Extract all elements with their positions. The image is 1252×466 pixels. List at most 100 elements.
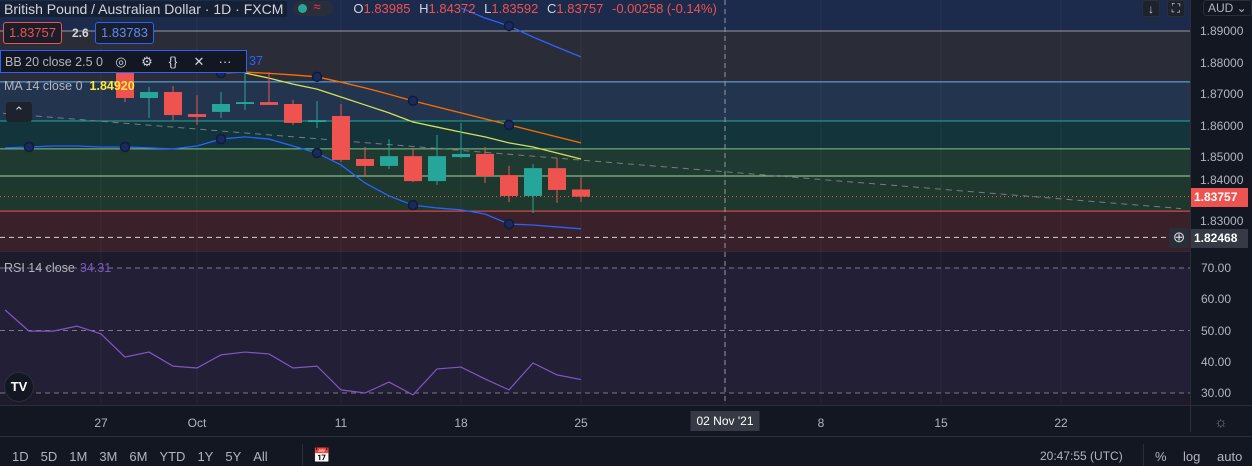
zone-fill — [0, 121, 1190, 149]
collapse-legend-button[interactable]: ⌃ — [6, 102, 32, 122]
tradingview-logo[interactable]: TV — [4, 372, 34, 402]
candle — [524, 164, 542, 214]
candle-body — [212, 103, 230, 112]
settings-gear-icon[interactable]: ☼ — [1214, 414, 1228, 431]
go-to-date-icon[interactable]: 📅 — [313, 447, 331, 463]
range-button-6m[interactable]: 6M — [129, 449, 148, 464]
rsi-axis-tick: 60.00 — [1201, 292, 1232, 307]
range-button-5d[interactable]: 5D — [40, 449, 58, 464]
delayed-data-icon: ≈ — [313, 0, 321, 14]
candle-body — [284, 103, 302, 123]
rsi-value: 34.31 — [79, 261, 112, 275]
rsi-legend-label: RSI 14 close — [4, 261, 75, 275]
market-status-pill[interactable]: ≈ — [293, 0, 334, 16]
symbol-header: British Pound / Australian Dollar · 1D ·… — [0, 0, 722, 17]
range-button-3m[interactable]: 3M — [99, 449, 118, 464]
add-alert-plus-icon[interactable]: ⊕ — [1169, 228, 1189, 248]
clock[interactable]: 20:47:55 (UTC) — [1040, 449, 1123, 463]
fullscreen-button[interactable]: ⛶ — [1167, 0, 1185, 17]
candle-body — [548, 168, 566, 190]
candle-body — [476, 153, 494, 177]
bb-legend[interactable]: BB 20 close 2.5 0 ◎ ⚙ {} ✕ ··· — [0, 50, 247, 73]
candle-body — [452, 153, 470, 158]
ma-legend-label: MA 14 close 0 — [4, 79, 83, 93]
source-code-icon[interactable]: {} — [168, 54, 178, 69]
crosshair-date-label: 02 Nov '21 — [690, 411, 760, 431]
bb-upper-line — [460, 7, 582, 58]
candle — [236, 73, 254, 110]
ma-legend[interactable]: MA 14 close 0 1.84920 — [4, 79, 135, 93]
candle-body — [380, 156, 398, 166]
bb-value: 37 — [249, 54, 263, 68]
ma-line — [244, 72, 582, 160]
candle-body — [404, 156, 422, 182]
rsi-axis-tick: 70.00 — [1201, 261, 1232, 275]
drawing-anchor-point — [407, 199, 419, 211]
rsi-line — [4, 309, 582, 396]
time-axis-tick: 25 — [574, 416, 588, 430]
price-axis-tick: 1.84000 — [1200, 173, 1244, 187]
symbol-title[interactable]: British Pound / Australian Dollar · 1D ·… — [0, 0, 288, 17]
time-axis-tick: 8 — [817, 416, 825, 430]
candle — [284, 99, 302, 125]
last-price-label: 1.83757 — [1191, 188, 1248, 207]
price-axis-tick: 1.85000 — [1200, 150, 1244, 165]
time-axis-tick: 27 — [94, 416, 108, 430]
price-axis-tick: 1.86000 — [1200, 118, 1244, 133]
candle-body — [188, 114, 206, 117]
drawing-anchor-point — [215, 133, 227, 145]
candle-body — [260, 102, 278, 105]
currency-select[interactable]: AUD ⌄ — [1203, 0, 1252, 16]
candle — [260, 72, 278, 105]
candle — [380, 139, 398, 170]
sell-button[interactable]: 1.83757 — [3, 22, 62, 44]
candle — [404, 147, 422, 183]
drawing-anchor-point — [311, 71, 323, 83]
candle — [428, 134, 446, 185]
drawing-anchor-point — [503, 119, 515, 131]
range-button-1d[interactable]: 1D — [12, 449, 29, 464]
range-button-ytd[interactable]: YTD — [159, 449, 186, 464]
trend-line — [0, 112, 1182, 210]
zone-fill — [0, 176, 1190, 212]
rsi-axis-tick: 50.00 — [1201, 323, 1232, 338]
percent-toggle[interactable]: % — [1155, 449, 1167, 464]
drawing-anchor-point — [119, 141, 131, 153]
range-button-1m[interactable]: 1M — [69, 449, 88, 464]
price-axis-tick: 1.87000 — [1200, 87, 1244, 102]
candle — [332, 103, 350, 163]
bb-basis-line — [220, 71, 582, 144]
candle-body — [332, 116, 350, 160]
more-icon[interactable]: ··· — [218, 54, 232, 69]
buy-button[interactable]: 1.83783 — [95, 22, 154, 44]
candle-body — [116, 73, 134, 98]
rsi-legend[interactable]: RSI 14 close 34.31 — [4, 261, 111, 275]
close-icon[interactable]: ✕ — [193, 53, 205, 69]
range-button-all[interactable]: All — [253, 449, 268, 464]
eye-icon[interactable]: ◎ — [115, 53, 127, 69]
drawing-anchor-point — [407, 95, 419, 107]
log-toggle[interactable]: log — [1183, 449, 1201, 464]
scroll-down-button[interactable]: ↓ — [1142, 0, 1160, 17]
range-button-1y[interactable]: 1Y — [197, 449, 214, 464]
price-axis-tick: 1.88000 — [1200, 55, 1244, 70]
market-open-icon — [298, 4, 308, 13]
range-button-5y[interactable]: 5Y — [225, 449, 242, 464]
candle-body — [236, 102, 254, 104]
time-axis-tick: 11 — [334, 416, 348, 430]
candle — [572, 177, 590, 202]
ma-value: 1.84920 — [89, 79, 135, 93]
gear-icon[interactable]: ⚙ — [141, 53, 153, 69]
candle — [308, 101, 326, 129]
price-axis-tick: 1.89000 — [1200, 24, 1244, 38]
crosshair-price-label: 1.82468 — [1191, 229, 1248, 248]
time-axis-tick: Oct — [187, 416, 207, 430]
bb-legend-label: BB 20 close 2.5 0 — [5, 54, 103, 69]
auto-toggle[interactable]: auto — [1217, 449, 1243, 464]
candle — [476, 146, 494, 183]
candle — [188, 95, 206, 125]
candle-body — [308, 120, 326, 123]
candle-body — [428, 156, 446, 182]
time-axis-tick: 22 — [1054, 416, 1068, 430]
